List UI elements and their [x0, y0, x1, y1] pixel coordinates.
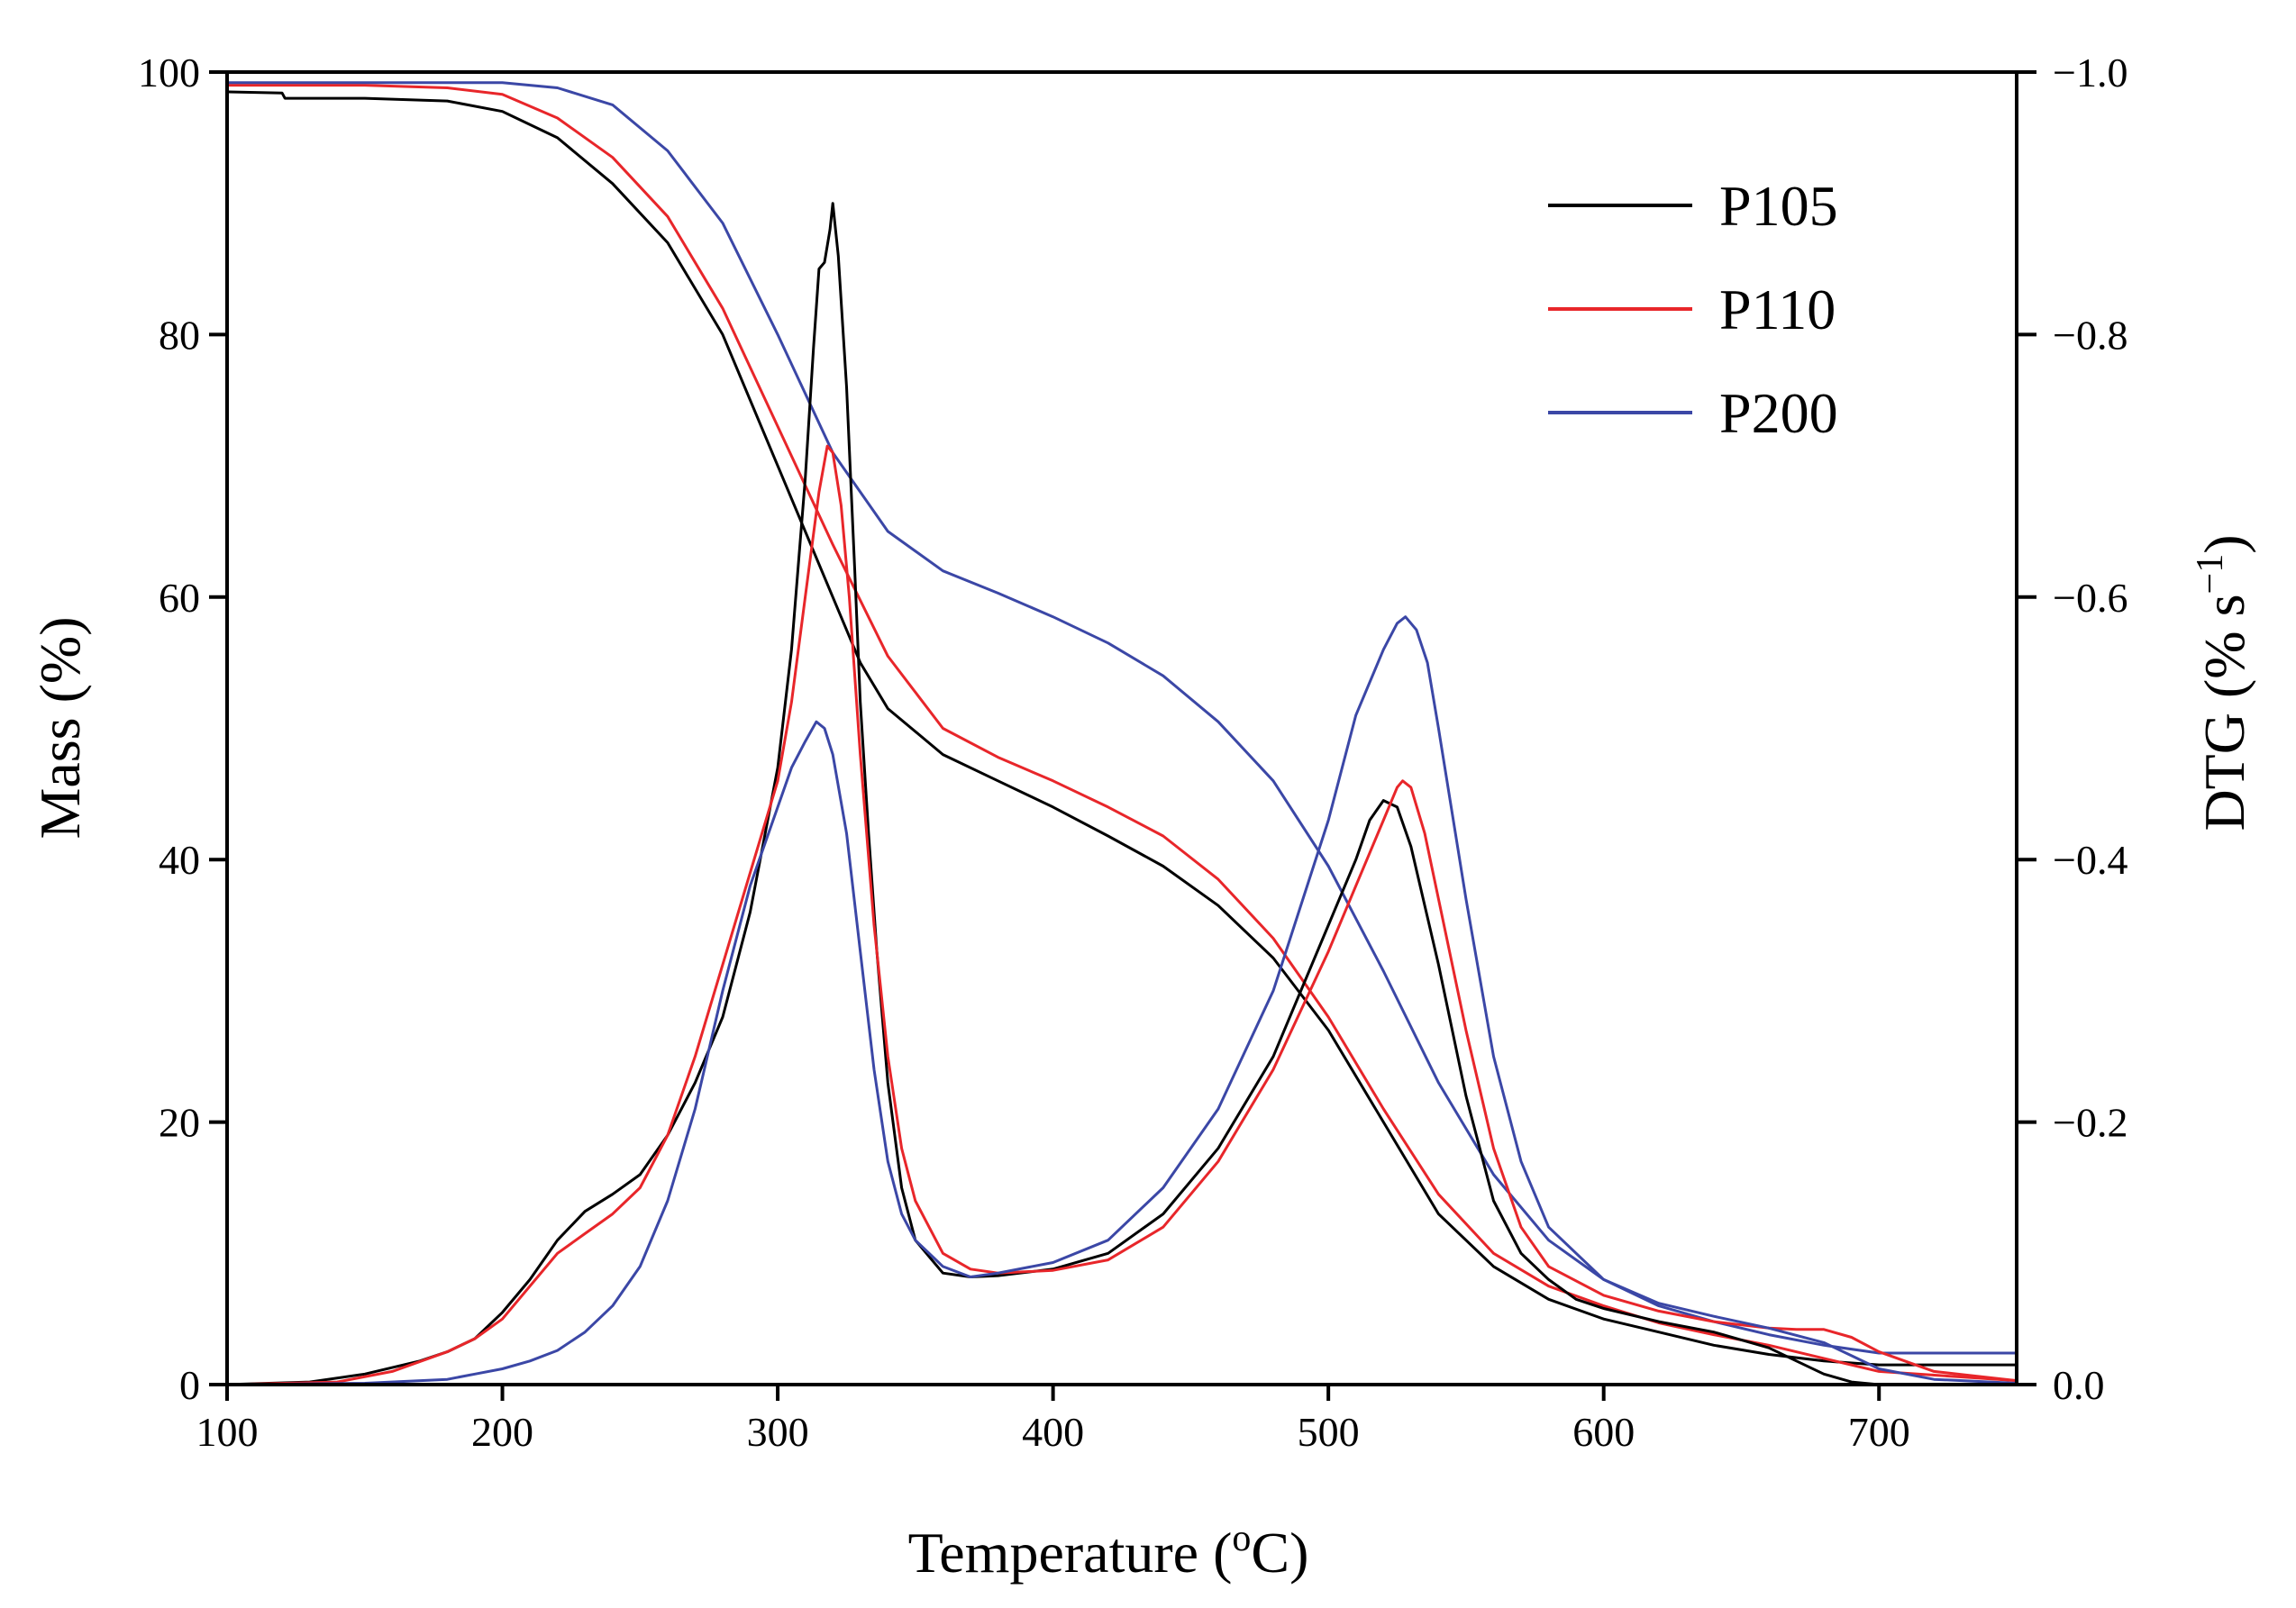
x-tick-label: 400	[1022, 1409, 1084, 1455]
legend-label-p105: P105	[1719, 174, 1838, 238]
plot-frame	[225, 70, 2018, 1386]
y-axis-right: 0.0 −0.2 −0.4 −0.6 −0.8 −1.0	[2017, 50, 2127, 1408]
y2-axis-title: DTG (% s−1)	[2190, 534, 2256, 831]
y-tick-label: 60	[159, 575, 200, 621]
y2-tick-label: −0.4	[2053, 837, 2127, 883]
y2-tick-label: −0.2	[2053, 1100, 2127, 1146]
series-dtg-p110	[225, 444, 2018, 1386]
y2-tick-label: −1.0	[2053, 50, 2127, 95]
x-axis: 100 200 300 400 500 600 700	[196, 1385, 1910, 1455]
series-dtg-p200	[225, 615, 2018, 1386]
x-axis-title: Temperature (oC)	[908, 1518, 1309, 1585]
y-tick-label: 80	[159, 312, 200, 358]
x-tick-label: 100	[196, 1409, 259, 1455]
x-tick-label: 500	[1298, 1409, 1360, 1455]
x-tick-label: 300	[747, 1409, 809, 1455]
legend: P105 P110 P200	[1548, 174, 1838, 445]
y-axis-title: Mass (%)	[28, 616, 92, 839]
x-tick-label: 600	[1572, 1409, 1635, 1455]
y-tick-label: 20	[159, 1100, 200, 1146]
series-dtg-p105	[225, 202, 2018, 1386]
legend-label-p110: P110	[1719, 277, 1836, 341]
y-tick-label: 100	[138, 50, 200, 95]
y-tick-label: 40	[159, 837, 200, 883]
y2-tick-label: −0.6	[2053, 575, 2127, 621]
y2-tick-label: 0.0	[2053, 1362, 2105, 1408]
series-mass-p105	[225, 90, 2018, 1367]
y-axis-left: 0 20 40 60 80 100	[138, 50, 227, 1408]
x-tick-label: 200	[471, 1409, 533, 1455]
x-tick-label: 700	[1848, 1409, 1910, 1455]
legend-label-p200: P200	[1719, 381, 1838, 445]
y-tick-label: 0	[179, 1362, 200, 1408]
series-mass-p110	[225, 84, 2018, 1383]
series-layer	[225, 81, 2018, 1386]
series-mass-p200	[225, 81, 2018, 1355]
y2-tick-label: −0.8	[2053, 312, 2127, 358]
